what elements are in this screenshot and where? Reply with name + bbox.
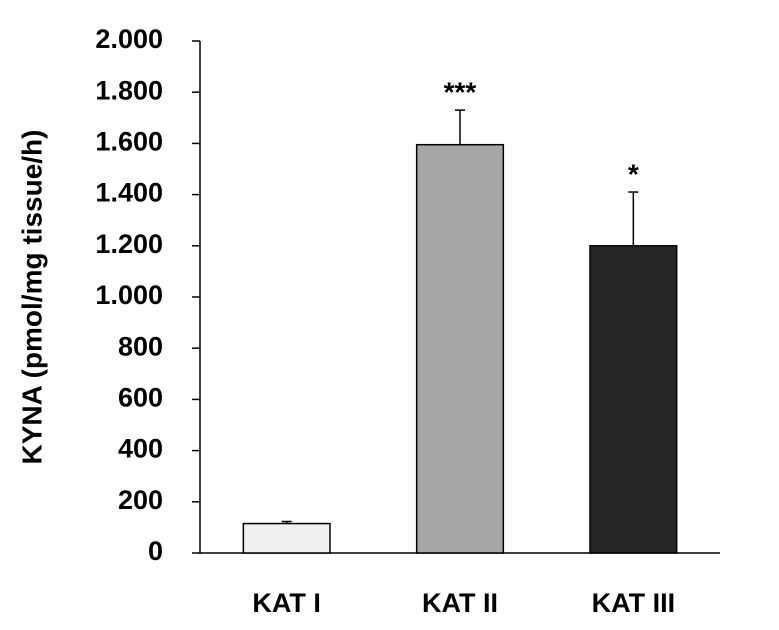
y-tick-label: 1.000 xyxy=(95,280,163,310)
bar xyxy=(242,522,331,554)
y-tick-label: 1.800 xyxy=(95,75,163,105)
y-tick-label: 2.000 xyxy=(95,24,163,54)
y-tick-label: 400 xyxy=(118,434,163,464)
y-tick-label: 800 xyxy=(118,331,163,361)
y-tick-label: 1.200 xyxy=(95,229,163,259)
bar xyxy=(415,143,505,554)
x-tick-label: KAT II xyxy=(422,588,498,618)
significance-label: * xyxy=(628,158,639,189)
y-tick-label: 1.400 xyxy=(95,178,163,208)
x-tick-label: KAT I xyxy=(252,588,321,618)
y-tick-label: 200 xyxy=(118,485,163,515)
y-tick-label: 1.600 xyxy=(95,127,163,157)
significance-label: *** xyxy=(444,77,477,108)
y-axis-label: KYNA (pmol/mg tissue/h) xyxy=(16,130,47,465)
y-tick-label: 600 xyxy=(118,383,163,413)
bar xyxy=(589,245,678,554)
y-tick-label: 0 xyxy=(148,536,163,566)
x-tick-label: KAT III xyxy=(592,588,676,618)
